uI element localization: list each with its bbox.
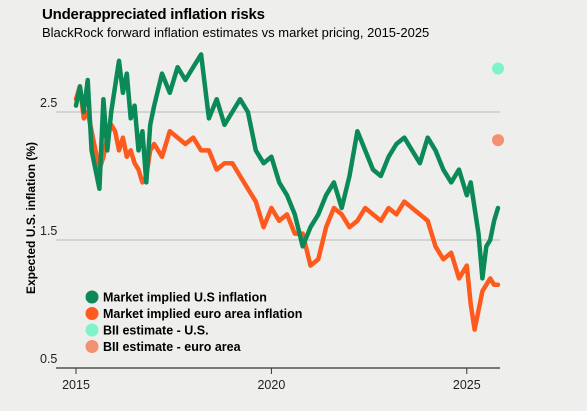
legend-us-market-marker: [85, 290, 99, 304]
y-tick-label: 0.5: [40, 352, 57, 366]
y-tick-label: 2.5: [40, 96, 57, 110]
chart-subtitle: BlackRock forward inflation estimates vs…: [42, 25, 430, 40]
bii-euro-estimate-dot: [492, 134, 505, 147]
legend-bii-euro-marker: [85, 340, 99, 353]
chart-title: Underappreciated inflation risks: [42, 6, 265, 23]
legend-euro-market-marker: [85, 307, 99, 320]
axis-ticks: 0.5 1.5 2.5 2015 2020 2025: [40, 96, 481, 392]
bii-estimate-dots: [492, 62, 505, 147]
us-market-line: [73, 52, 501, 281]
legend-bii-us-marker: [85, 323, 99, 337]
x-tick-label: 2020: [257, 378, 285, 392]
x-tick-label: 2015: [62, 378, 90, 392]
legend-bii-us-label: BII estimate - U.S.: [103, 324, 209, 338]
legend-us-market-label: Market implied U.S inflation: [103, 291, 267, 305]
series-lines: [73, 52, 501, 332]
euro-market-line: [73, 84, 501, 332]
legend-euro-market-label: Market implied euro area inflation: [103, 307, 302, 321]
legend-bii-euro-label: BII estimate - euro area: [103, 340, 242, 354]
y-axis-label: Expected U.S. inflation (%): [24, 142, 38, 294]
bii-us-estimate-dot: [492, 62, 505, 75]
y-tick-label: 1.5: [40, 224, 57, 238]
legend: Market implied U.S inflation Market impli…: [85, 290, 302, 354]
x-tick-label: 2025: [453, 378, 481, 392]
